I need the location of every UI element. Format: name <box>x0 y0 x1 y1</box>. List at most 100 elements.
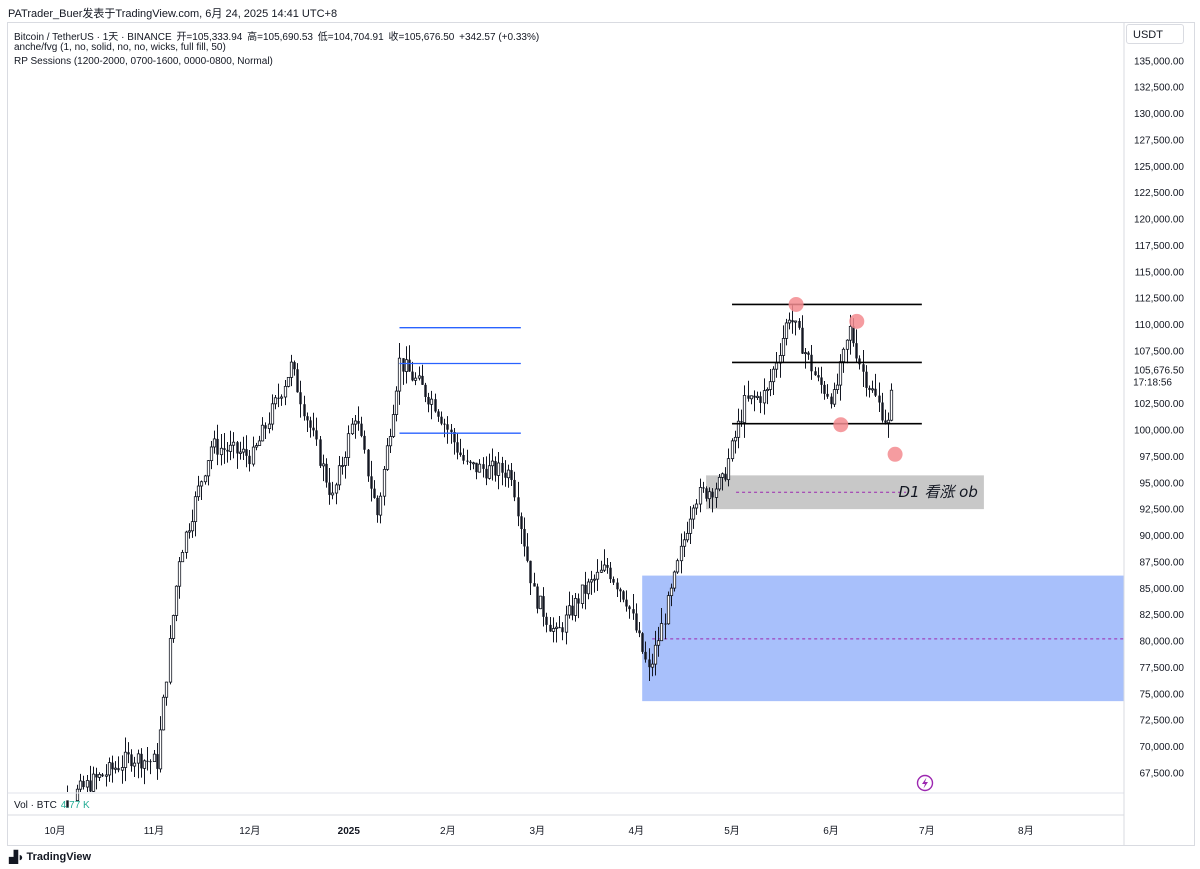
candle-body-down <box>705 488 708 499</box>
candle-body-down <box>868 387 871 390</box>
candle-body-up <box>573 598 578 616</box>
candle-body-down <box>517 497 520 517</box>
candle-body-down <box>523 528 526 547</box>
candle-body-down <box>293 362 296 370</box>
candle-body-down <box>664 623 667 625</box>
candle-body-up <box>199 481 204 487</box>
candle-body-up <box>337 465 342 486</box>
candle-body-up <box>78 780 83 790</box>
y-tick-label: 90,000.00 <box>1140 531 1185 542</box>
candle-body-down <box>740 421 743 423</box>
candle-body-down <box>830 396 833 405</box>
candle-body-down <box>724 473 727 480</box>
candle-body-up <box>580 584 585 604</box>
candle-body-down <box>711 491 714 498</box>
candle-body-down <box>443 423 446 425</box>
candle-body-up <box>726 458 731 481</box>
candle-body-down <box>111 762 114 770</box>
symbol-legend[interactable]: Bitcoin / TetherUS · 1天 · BINANCE 开=105,… <box>14 28 539 43</box>
candle-body-down <box>303 404 306 417</box>
x-tick-label: 12月 <box>239 825 260 837</box>
y-tick-label: 120,000.00 <box>1134 215 1184 226</box>
candle-body-up <box>471 462 476 465</box>
candle-body-up <box>283 385 288 398</box>
candle-body-down <box>520 516 523 529</box>
candle-body-down <box>264 425 267 429</box>
candle-body-up <box>385 445 390 470</box>
candle-body-down <box>466 460 469 462</box>
candle-body-up <box>845 339 850 350</box>
x-tick-label: 10月 <box>44 825 65 837</box>
candle-body-down <box>328 482 331 495</box>
candle-body-down <box>319 439 322 466</box>
candle-body-up <box>793 320 798 323</box>
candle-body-down <box>855 343 858 359</box>
candle-body-up <box>694 503 699 509</box>
candle-body-down <box>874 388 877 396</box>
candle-body-down <box>632 609 635 614</box>
candle-body-up <box>123 751 128 768</box>
x-tick-label: 6月 <box>823 825 839 837</box>
candle-body-down <box>66 800 69 808</box>
candle-body-down <box>609 567 612 580</box>
candle-body-up <box>477 463 482 473</box>
candle-body-down <box>823 384 826 394</box>
candle-body-down <box>558 627 561 629</box>
candle-body-down <box>862 364 865 372</box>
footer-brand[interactable]: ▟◗ TradingView <box>9 850 91 864</box>
candle-body-up <box>203 475 208 483</box>
currency-selector[interactable]: USDT <box>1126 24 1184 44</box>
candle-body-down <box>878 395 881 403</box>
candle-body-up <box>142 760 147 769</box>
candle-body-down <box>865 371 868 388</box>
candle-body-up <box>656 640 661 646</box>
candle-body-up <box>350 423 355 435</box>
candle-body-down <box>402 358 405 372</box>
candle-body-down <box>561 627 564 633</box>
candle-body-down <box>149 761 152 763</box>
candle-body-up <box>429 398 434 405</box>
candle-body-up <box>659 623 664 642</box>
candle-body-down <box>798 320 801 328</box>
candle-body-down <box>494 461 497 476</box>
candle-body-up <box>720 473 725 478</box>
swing-point-marker <box>833 417 849 433</box>
candle-body-up <box>85 780 90 788</box>
candle-body-down <box>513 479 516 498</box>
candle-body-up <box>97 774 102 778</box>
candle-body-up <box>164 681 169 698</box>
candle-body-down <box>459 452 462 456</box>
candle-body-up <box>666 595 671 625</box>
symbol-name: Bitcoin / TetherUS · 1天 · BINANCE <box>14 32 172 43</box>
candle-body-down <box>312 427 315 431</box>
candle-body-down <box>456 442 459 453</box>
candle-body-up <box>496 462 501 476</box>
volume-legend[interactable]: Vol · BTC 4.77 K <box>14 800 90 811</box>
indicator-legend-fvg[interactable]: anche/fvg (1, no, solid, no, no, wicks, … <box>14 42 226 53</box>
candle-body-down <box>130 754 133 767</box>
candle-body-up <box>196 485 201 498</box>
candle-body-down <box>315 430 318 440</box>
candle-body-up <box>184 531 189 553</box>
candle-body-down <box>648 659 651 668</box>
candle-body-down <box>223 448 226 450</box>
candle-body-up <box>586 581 591 595</box>
candle-body-up <box>653 644 658 665</box>
candle-body-up <box>190 521 195 532</box>
tradingview-logo-icon: ▟◗ <box>9 850 25 864</box>
candle-body-up <box>180 552 185 563</box>
y-tick-label: 125,000.00 <box>1134 162 1184 173</box>
candle-body-up <box>353 420 358 425</box>
candle-body-down <box>852 326 855 344</box>
blue-fvg-zone <box>642 575 1124 702</box>
indicator-legend-sessions[interactable]: RP Sessions (1200-2000, 0700-1600, 0000-… <box>14 56 273 67</box>
candle-body-down <box>236 442 239 454</box>
candle-body-up <box>733 436 738 442</box>
candle-body-down <box>702 487 705 489</box>
candle-body-up <box>330 492 335 496</box>
candle-body-down <box>226 449 229 452</box>
candle-body-up <box>212 438 217 448</box>
x-tick-label: 11月 <box>144 825 164 837</box>
publisher-name: PATrader_Buer发表于TradingView.com <box>8 8 200 20</box>
